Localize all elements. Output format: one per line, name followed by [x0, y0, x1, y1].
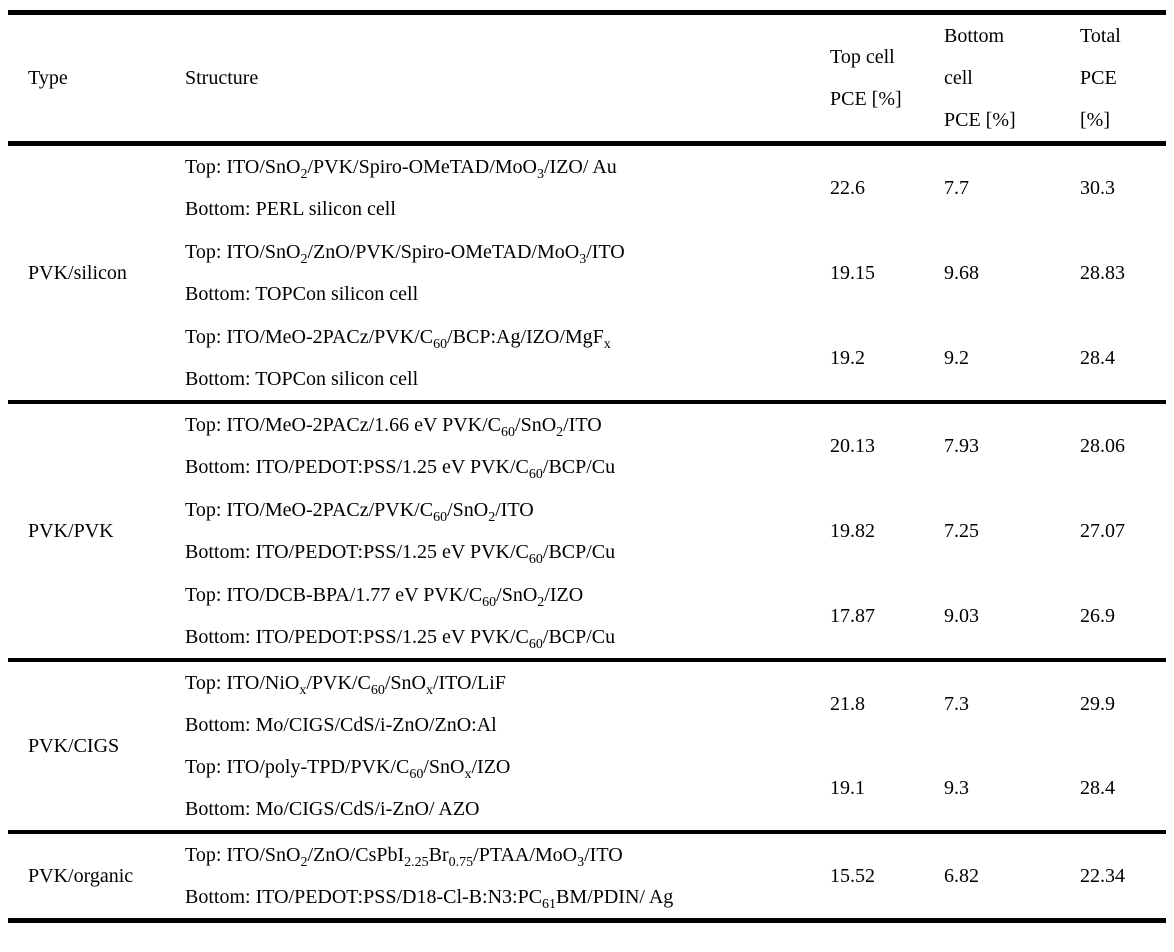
col-header-bottom-cell-pce: Bottom cell PCE [%] [919, 12, 1055, 146]
total-pce-cell: 30.3 [1080, 176, 1115, 199]
top-pce-cell: 19.1 [830, 776, 865, 799]
structure-bottom-line: Bottom: PERL silicon cell [185, 198, 396, 220]
table-row: PVK/PVK Top: ITO/MeO-2PACz/1.66 eV PVK/C6… [8, 400, 1166, 660]
structure-cell: Top: ITO/MeO-2PACz/1.66 eV PVK/C60/SnO2/… [160, 400, 805, 488]
bottom-pce-cell: 9.3 [944, 776, 969, 799]
header-line: Bottom [944, 25, 1005, 47]
total-pce-cell: 26.9 [1080, 604, 1115, 627]
header-line: PCE [%] [830, 88, 902, 110]
total-pce-cell: 29.9 [1055, 658, 1166, 746]
top-pce-cell: 21.8 [805, 658, 919, 746]
structure-top-line: Top: ITO/NiOx/PVK/C60/SnOx/ITO/LiF [185, 672, 506, 698]
bottom-pce-cell: 6.82 [919, 830, 1055, 921]
total-pce-cell: 22.34 [1055, 830, 1166, 921]
structure-bottom-line: Bottom: TOPCon silicon cell [185, 368, 419, 390]
bottom-pce-cell: 9.68 [944, 261, 979, 284]
structure-bottom-line: Bottom: Mo/CIGS/CdS/i-ZnO/ AZO [185, 798, 480, 820]
structure-cell: Top: ITO/NiOx/PVK/C60/SnOx/ITO/LiF Bottom… [160, 658, 805, 746]
type-cell: PVK/organic [8, 830, 160, 921]
table-header: Type Structure Top cell PCE [%] Bottom c… [8, 12, 1166, 146]
header-line: Top cell [830, 46, 895, 68]
header-line: cell [944, 67, 973, 89]
structure-bottom-line: Bottom: Mo/CIGS/CdS/i-ZnO/ZnO:Al [185, 714, 497, 736]
structure-cell: Top: ITO/SnO2/ZnO/CsPbI2.25Br0.75/PTAA/M… [160, 830, 805, 921]
col-header-structure: Structure [160, 12, 805, 146]
bottom-pce-cell: 7.7 [944, 176, 969, 199]
structure-top-line: Top: ITO/DCB-BPA/1.77 eV PVK/C60/SnO2/IZ… [185, 584, 584, 610]
bottom-pce-cell: 7.93 [919, 400, 1055, 488]
structure-bottom-line: Bottom: ITO/PEDOT:PSS/1.25 eV PVK/C60/BC… [185, 456, 616, 482]
header-line: PCE [1080, 67, 1117, 89]
top-pce-cell: 17.87 [830, 604, 875, 627]
structure-bottom-line: Bottom: ITO/PEDOT:PSS/1.25 eV PVK/C60/BC… [185, 626, 616, 652]
top-pce-cell: 15.52 [805, 830, 919, 921]
header-row: Type Structure Top cell PCE [%] Bottom c… [8, 12, 1166, 146]
table-row: Top: ITO/poly-TPD/PVK/C60/SnOx/IZO Bottom… [8, 746, 1166, 832]
structure-cell: Top: ITO/SnO2/ZnO/PVK/Spiro-OMeTAD/MoO3/… [160, 230, 805, 316]
structure-cell: Top: ITO/poly-TPD/PVK/C60/SnOx/IZO Bottom… [160, 746, 805, 832]
structure-bottom-line: Bottom: ITO/PEDOT:PSS/D18-Cl-B:N3:PC61BM… [185, 886, 674, 912]
total-pce-cell: 28.06 [1055, 400, 1166, 488]
col-header-type: Type [8, 12, 160, 146]
structure-top-line: Top: ITO/SnO2/ZnO/CsPbI2.25Br0.75/PTAA/M… [185, 844, 623, 870]
total-pce-cell: 28.4 [1080, 776, 1115, 799]
top-pce-cell: 19.82 [830, 519, 875, 542]
structure-bottom-line: Bottom: TOPCon silicon cell [185, 283, 419, 305]
structure-top-line: Top: ITO/SnO2/ZnO/PVK/Spiro-OMeTAD/MoO3/… [185, 241, 625, 267]
table-row: Top: ITO/MeO-2PACz/PVK/C60/SnO2/ITO Botto… [8, 488, 1166, 574]
structure-cell: Top: ITO/DCB-BPA/1.77 eV PVK/C60/SnO2/IZ… [160, 574, 805, 660]
header-line: [%] [1080, 109, 1110, 131]
header-line: PCE [%] [944, 109, 1016, 131]
paper-table-container: Type Structure Top cell PCE [%] Bottom c… [8, 10, 1166, 923]
table-row: PVK/silicon Top: ITO/SnO2/PVK/Spiro-OMeTA… [8, 144, 1166, 284]
table-body: PVK/silicon Top: ITO/SnO2/PVK/Spiro-OMeTA… [8, 144, 1166, 921]
table-row: Top: ITO/MeO-2PACz/PVK/C60/BCP:Ag/IZO/Mg… [8, 316, 1166, 402]
structure-cell: Top: ITO/MeO-2PACz/PVK/C60/BCP:Ag/IZO/Mg… [160, 316, 805, 402]
structure-top-line: Top: ITO/poly-TPD/PVK/C60/SnOx/IZO [185, 756, 511, 782]
structure-top-line: Top: ITO/MeO-2PACz/PVK/C60/SnO2/ITO [185, 499, 534, 525]
total-pce-cell: 28.4 [1080, 346, 1115, 369]
top-pce-cell: 20.13 [805, 400, 919, 488]
table-row: Top: ITO/SnO2/ZnO/PVK/Spiro-OMeTAD/MoO3/… [8, 230, 1166, 316]
top-pce-cell: 19.2 [830, 346, 865, 369]
structure-bottom-line: Bottom: ITO/PEDOT:PSS/1.25 eV PVK/C60/BC… [185, 541, 616, 567]
type-cell: PVK/PVK [8, 400, 160, 660]
type-cell: PVK/silicon [28, 261, 127, 284]
table-row: Top: ITO/DCB-BPA/1.77 eV PVK/C60/SnO2/IZ… [8, 574, 1166, 660]
header-line: Total [1080, 25, 1121, 47]
col-header-top-cell-pce: Top cell PCE [%] [805, 12, 919, 146]
total-pce-cell: 28.83 [1080, 261, 1125, 284]
structure-top-line: Top: ITO/SnO2/PVK/Spiro-OMeTAD/MoO3/IZO/… [185, 156, 617, 182]
bottom-pce-cell: 7.25 [944, 519, 979, 542]
top-pce-cell: 22.6 [830, 176, 865, 199]
bottom-pce-cell: 7.3 [919, 658, 1055, 746]
top-pce-cell: 19.15 [830, 261, 875, 284]
tandem-cell-pce-table: Type Structure Top cell PCE [%] Bottom c… [8, 10, 1166, 923]
total-pce-cell: 27.07 [1080, 519, 1125, 542]
type-cell: PVK/CIGS [8, 658, 160, 832]
bottom-pce-cell: 9.03 [944, 604, 979, 627]
col-header-total-pce: Total PCE [%] [1055, 12, 1166, 146]
structure-top-line: Top: ITO/MeO-2PACz/PVK/C60/BCP:Ag/IZO/Mg… [185, 326, 611, 352]
table-row: PVK/CIGS Top: ITO/NiOx/PVK/C60/SnOx/ITO/L… [8, 658, 1166, 832]
structure-cell: Top: ITO/SnO2/PVK/Spiro-OMeTAD/MoO3/IZO/… [160, 144, 805, 231]
structure-top-line: Top: ITO/MeO-2PACz/1.66 eV PVK/C60/SnO2/… [185, 414, 602, 440]
bottom-pce-cell: 9.2 [944, 346, 969, 369]
structure-cell: Top: ITO/MeO-2PACz/PVK/C60/SnO2/ITO Botto… [160, 488, 805, 574]
table-row: PVK/organic Top: ITO/SnO2/ZnO/CsPbI2.25Br… [8, 830, 1166, 921]
